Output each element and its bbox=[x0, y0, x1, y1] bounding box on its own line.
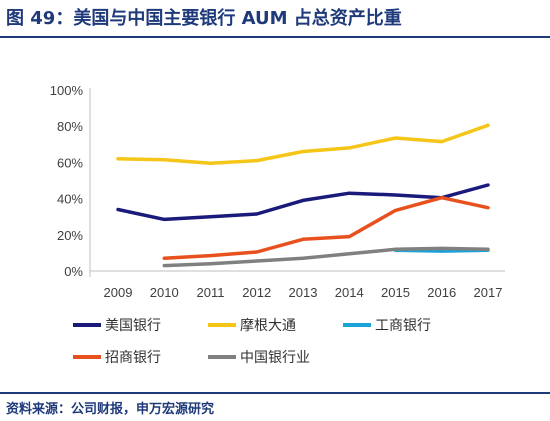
y-tick-label: 100% bbox=[50, 83, 84, 98]
x-tick-label: 2014 bbox=[335, 285, 364, 300]
y-tick-label: 0% bbox=[64, 264, 83, 279]
legend-item-3: 招商银行 bbox=[73, 350, 161, 366]
chart-axes: 0% 20% 40% 60% 80% 100% 2009 2010 2011 2012 2013 20… bbox=[50, 83, 505, 300]
legend-item-4: 中国银行业 bbox=[208, 350, 310, 366]
series-line-0 bbox=[116, 183, 490, 222]
legend-item-1: 摩根大通 bbox=[208, 317, 296, 334]
line-chart: 0% 20% 40% 60% 80% 100% 2009 2010 2011 2012 2013 20… bbox=[50, 83, 505, 366]
source-rule bbox=[0, 392, 550, 394]
source-note: 资料来源：公司财报，申万宏源研究 bbox=[6, 402, 215, 417]
series-line-4 bbox=[162, 246, 490, 268]
x-tick-label: 2016 bbox=[427, 285, 456, 300]
y-tick-label: 40% bbox=[57, 192, 83, 207]
legend-label: 摩根大通 bbox=[240, 317, 296, 334]
figure-title: 图 49：美国与中国主要银行 AUM 占总资产比重 bbox=[6, 8, 402, 29]
title-rule bbox=[0, 36, 550, 38]
series-line-3 bbox=[162, 195, 490, 261]
chart-series bbox=[116, 123, 490, 268]
legend-label: 美国银行 bbox=[105, 318, 161, 334]
x-tick-label: 2011 bbox=[197, 285, 225, 300]
x-tick-label: 2012 bbox=[242, 285, 271, 300]
x-tick-label: 2010 bbox=[150, 285, 179, 300]
x-tick-label: 2017 bbox=[474, 285, 503, 300]
x-tick-label: 2013 bbox=[289, 285, 318, 300]
legend-label: 中国银行业 bbox=[240, 350, 310, 366]
series-line-1 bbox=[116, 123, 490, 166]
legend-label: 工商银行 bbox=[375, 318, 431, 334]
y-tick-label: 80% bbox=[57, 119, 83, 134]
y-tick-label: 20% bbox=[57, 228, 83, 243]
x-tick-label: 2009 bbox=[104, 285, 133, 300]
y-tick-label: 60% bbox=[57, 155, 83, 170]
x-tick-label: 2015 bbox=[381, 285, 410, 300]
legend-label: 招商银行 bbox=[105, 350, 161, 366]
legend-item-2: 工商银行 bbox=[343, 318, 431, 334]
legend-item-0: 美国银行 bbox=[73, 318, 161, 334]
